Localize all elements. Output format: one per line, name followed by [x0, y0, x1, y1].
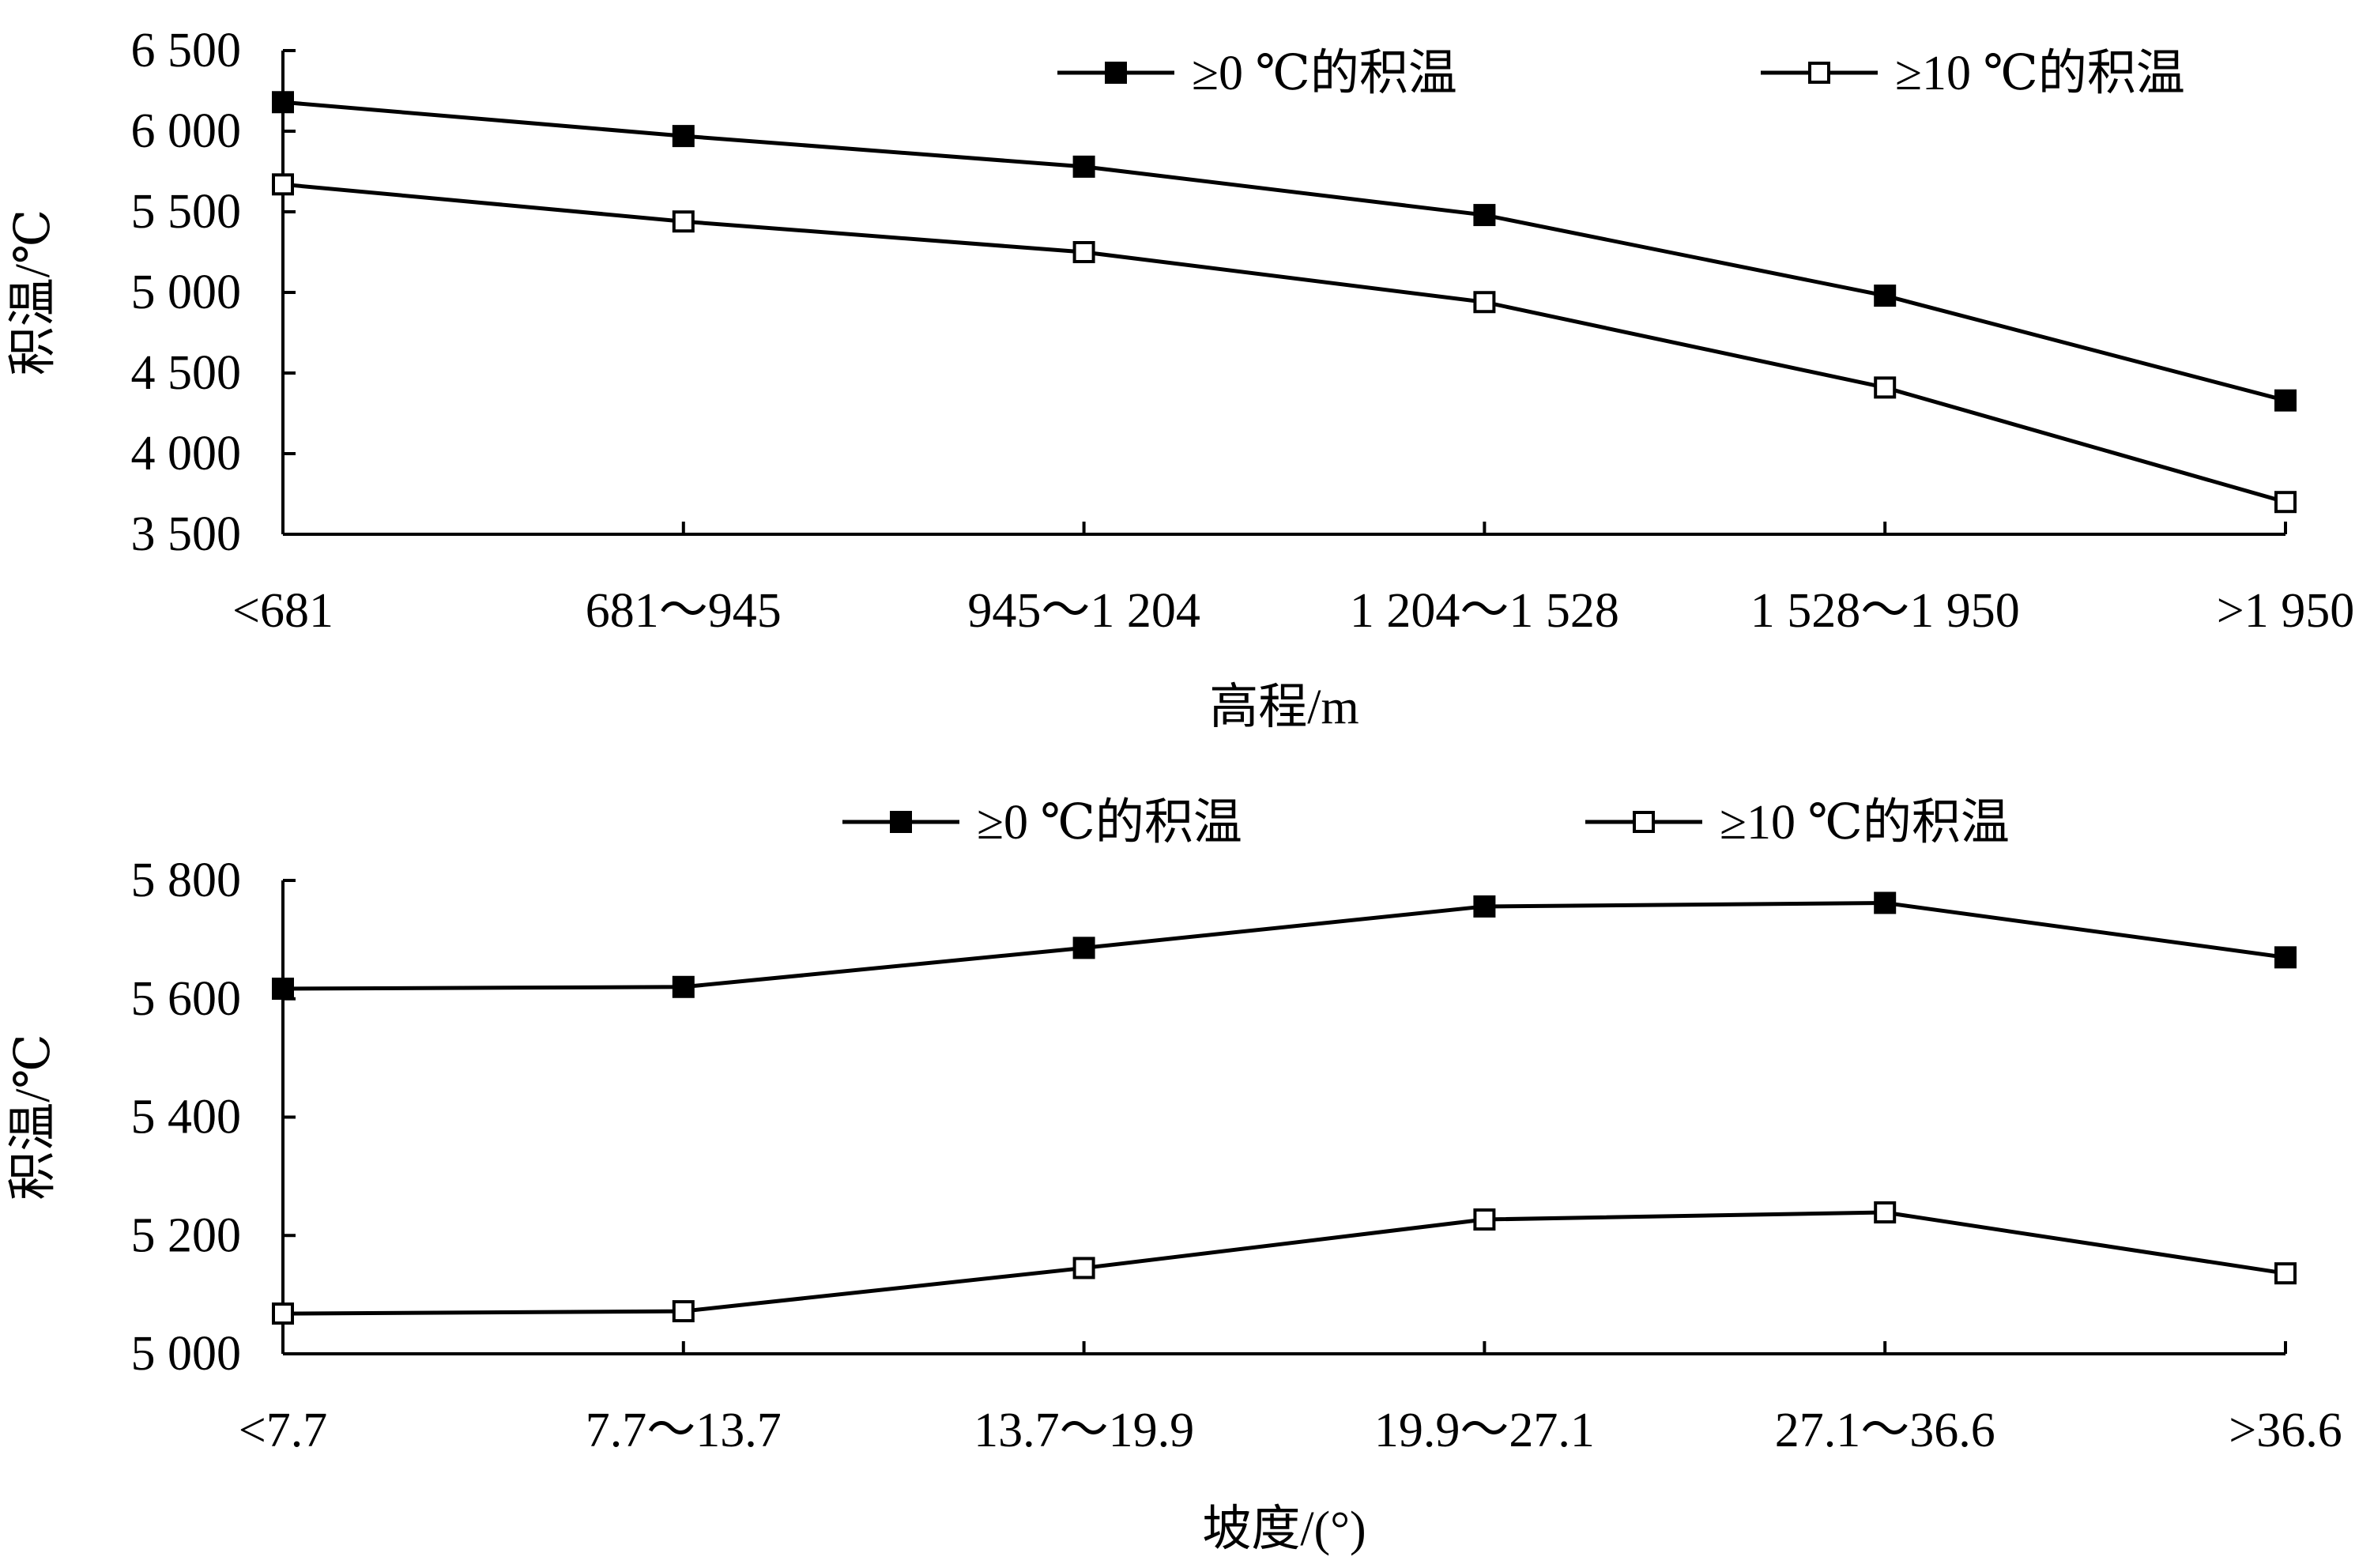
x-tick-label: 945～1 204	[967, 584, 1200, 638]
y-axis-title: 积温/℃	[6, 1034, 60, 1200]
x-axis-title: 坡度/(°)	[1202, 1502, 1366, 1556]
data-point-marker	[672, 125, 695, 148]
legend-entry-2: ≥10 ℃的积温	[1761, 47, 2185, 100]
series-line-1	[282, 100, 2286, 403]
y-tick-label: 4 000	[131, 427, 242, 481]
data-point-marker	[1473, 291, 1496, 314]
x-tick-label: >36.6	[2229, 1404, 2342, 1457]
data-point-marker	[272, 91, 294, 114]
y-tick-label: 5 000	[131, 1327, 242, 1381]
data-point-marker	[1473, 895, 1496, 918]
data-point-marker	[2274, 946, 2297, 969]
y-tick-label: 5 000	[131, 266, 242, 319]
data-point-marker	[1473, 204, 1496, 227]
data-point-marker	[1473, 1208, 1496, 1231]
series-line-2	[282, 182, 2286, 504]
legend-label: ≥10 ℃的积温	[1720, 796, 2010, 850]
x-tick-label: <7.7	[239, 1404, 327, 1457]
data-point-marker	[672, 210, 695, 233]
data-point-marker	[272, 173, 294, 196]
data-point-marker	[1874, 285, 1897, 307]
chart-panel-2: 5 000 5 200 5 400 5 600 5 800 <7.7 7.7～13.7 13.…	[6, 796, 2342, 1556]
legend-marker	[1105, 62, 1127, 84]
data-point-marker	[272, 978, 294, 1001]
series-line-1	[282, 900, 2286, 991]
x-tick-label: 27.1～36.6	[1775, 1404, 1995, 1457]
data-point-marker	[2274, 389, 2297, 412]
legend-label: ≥0 ℃的积温	[1192, 47, 1457, 100]
chart-panel-1: 3 500 4 000 4 500 5 000 5 500 6 000 6 500 <681 6…	[6, 24, 2354, 734]
legend-label: ≥0 ℃的积温	[977, 796, 1242, 850]
data-point-marker	[672, 1300, 695, 1323]
series-line-2	[282, 1210, 2286, 1316]
data-point-marker	[1874, 891, 1897, 914]
x-tick-label: >1 950	[2217, 584, 2354, 638]
data-point-marker	[1072, 241, 1095, 263]
x-axis-title: 高程/m	[1209, 680, 1358, 734]
data-point-marker	[1874, 376, 1897, 399]
x-tick-label: 681～945	[586, 584, 782, 638]
y-tick-label: 3 500	[131, 507, 242, 561]
legend-entry-1: ≥0 ℃的积温	[1057, 47, 1457, 100]
legend-entry-2: ≥10 ℃的积温	[1585, 796, 2010, 850]
y-tick-label: 6 000	[131, 104, 242, 158]
legend-entry-1: ≥0 ℃的积温	[842, 796, 1242, 850]
y-tick-label: 5 800	[131, 854, 242, 907]
y-tick-label: 5 400	[131, 1091, 242, 1144]
data-point-marker	[1874, 1201, 1897, 1224]
x-tick-label: <681	[232, 584, 333, 638]
data-point-marker	[1072, 937, 1095, 959]
data-point-marker	[272, 1302, 294, 1325]
x-tick-label: 7.7～13.7	[586, 1404, 782, 1457]
y-tick-label: 5 200	[131, 1208, 242, 1262]
x-tick-label: 1 528～1 950	[1750, 584, 2020, 638]
y-tick-label: 4 500	[131, 346, 242, 400]
legend-marker	[890, 811, 912, 833]
data-point-marker	[1072, 155, 1095, 178]
legend-label: ≥10 ℃的积温	[1895, 47, 2185, 100]
y-tick-label: 5 600	[131, 972, 242, 1026]
data-point-marker	[2274, 491, 2297, 514]
y-tick-label: 5 500	[131, 185, 242, 239]
y-axis-title: 积温/℃	[6, 209, 60, 376]
legend-marker	[1808, 62, 1830, 84]
legend-marker	[1633, 811, 1655, 833]
x-tick-label: 19.9～27.1	[1374, 1404, 1595, 1457]
data-point-marker	[672, 975, 695, 998]
x-tick-label: 13.7～19.9	[974, 1404, 1194, 1457]
data-point-marker	[1072, 1257, 1095, 1280]
data-point-marker	[2274, 1262, 2297, 1285]
y-tick-label: 6 500	[131, 24, 242, 77]
x-tick-label: 1 204～1 528	[1350, 584, 1619, 638]
